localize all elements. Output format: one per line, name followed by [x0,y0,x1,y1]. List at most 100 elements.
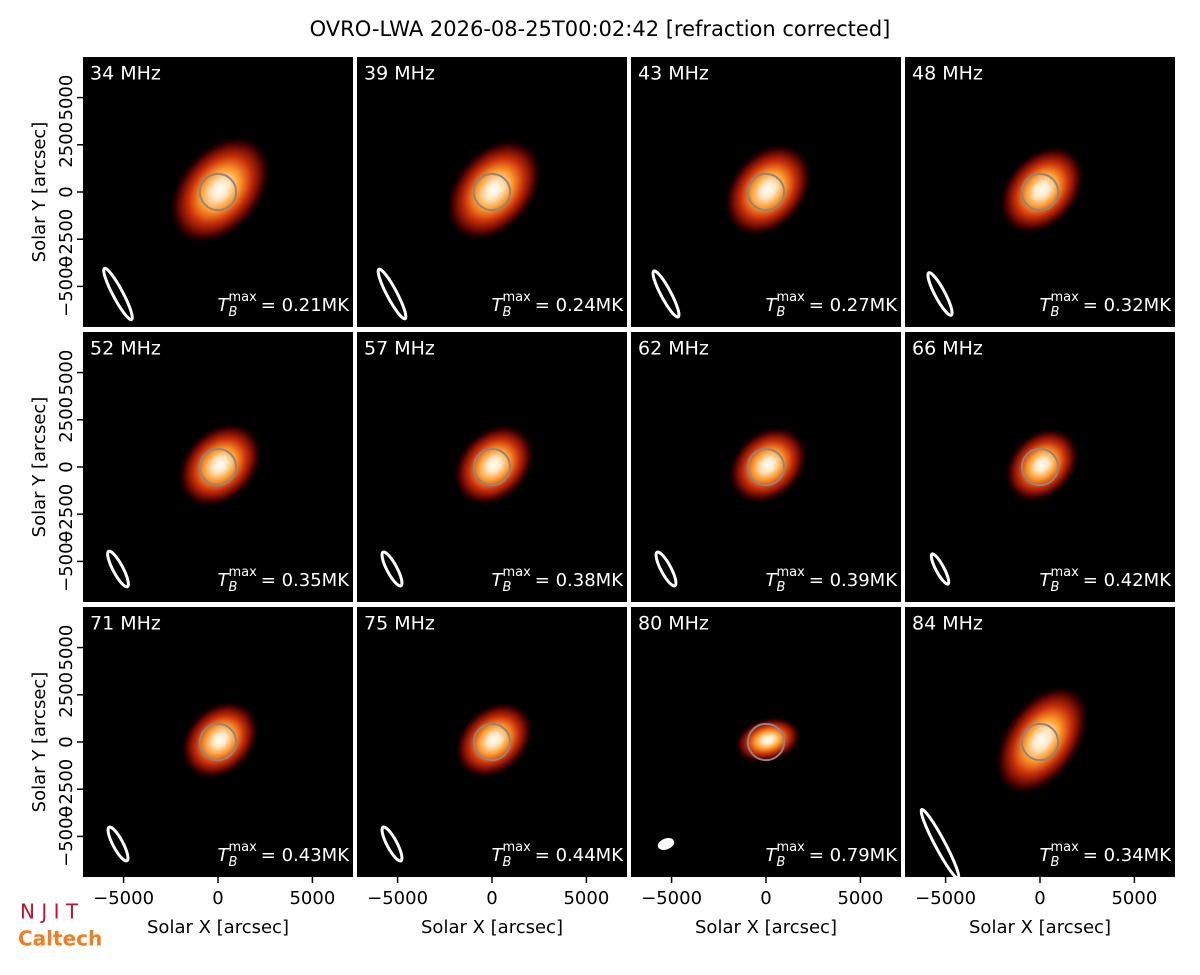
x-axis-label: Solar X [arcsec] [969,917,1111,938]
y-axis-label: Solar Y [arcsec] [29,397,50,538]
tmax-label: TBmax = 0.34MK [1040,840,1173,870]
image [106,700,260,863]
tmax-sub: B [229,580,238,595]
emission [445,138,543,242]
image [102,135,272,322]
solar-disk [1020,172,1060,212]
panel: 80 MHz TBmax = 0.79MK [631,607,901,877]
y-tick-label: −2500 [56,484,77,545]
solar-disk [746,447,786,487]
tmax-label: TBmax = 0.42MK [1040,565,1173,595]
y-tick-label: 0 [56,186,77,197]
y-tick-label: −5000 [56,531,77,592]
tmax-sup: max [776,840,805,855]
y-tick-label: 2500 [56,122,77,168]
tmax-sup: max [776,565,805,580]
tmax-symbol: T [492,570,505,591]
tmax-label: TBmax = 0.79MK [766,840,899,870]
tmax-value: = 0.35MK [261,570,350,591]
tmax-symbol: T [1040,570,1053,591]
beam [106,549,130,589]
x-tick-label: 5000 [1111,888,1157,909]
panel: 62 MHz TBmax = 0.39MK [631,332,901,602]
frequency-label: 62 MHz [638,338,709,360]
beam [926,271,954,317]
x-tick-label: 5000 [289,888,335,909]
tmax-label: TBmax = 0.39MK [766,565,899,595]
tmax-label: TBmax = 0.38MK [492,565,625,595]
tmax-sup: max [1050,290,1079,305]
emission [453,424,535,506]
tmax-sub: B [1051,305,1060,320]
emission [1004,427,1080,503]
beam [657,838,675,850]
solar-disk [198,172,238,212]
x-tick-label: 0 [760,888,771,909]
tmax-sup: max [228,290,257,305]
image [654,426,808,588]
frequency-label: 52 MHz [90,338,161,360]
tmax-symbol: T [492,295,505,316]
solar-disk [198,447,238,487]
panel: 43 MHz TBmax = 0.27MK [631,57,901,327]
x-tick-label: −5000 [93,888,154,909]
panel: 52 MHz TBmax = 0.35MK [83,332,353,602]
tmax-symbol: T [1040,295,1053,316]
tmax-label: TBmax = 0.32MK [1040,290,1173,320]
tmax-value: = 0.27MK [809,295,898,316]
x-tick-label: −5000 [915,888,976,909]
tmax-label: TBmax = 0.27MK [766,290,899,320]
solar-disk [746,722,786,762]
frequency-label: 66 MHz [912,338,983,360]
y-tick-label: −2500 [56,209,77,270]
x-axis-label: Solar X [arcsec] [147,917,289,938]
tmax-symbol: T [766,295,779,316]
beam [380,825,404,863]
tmax-symbol: T [766,570,779,591]
beam [380,550,404,588]
frequency-label: 57 MHz [364,338,435,360]
image [380,424,535,588]
tmax-value: = 0.43MK [261,845,350,866]
tmax-sub: B [777,305,786,320]
tmax-sup: max [228,840,257,855]
tmax-symbol: T [492,845,505,866]
solar-disk [472,172,512,212]
tmax-sup: max [502,565,531,580]
x-tick-label: −5000 [641,888,702,909]
tmax-sub: B [229,855,238,870]
frequency-label: 84 MHz [912,613,983,635]
x-tick-label: 0 [486,888,497,909]
x-axis-label: Solar X [arcsec] [695,917,837,938]
tmax-value: = 0.79MK [809,845,898,866]
image [929,427,1080,586]
beam [651,269,681,319]
image [380,701,534,863]
emission [180,700,260,780]
x-axis-label: Solar X [arcsec] [421,917,563,938]
tmax-label: TBmax = 0.44MK [492,840,625,870]
tmax-sup: max [502,290,531,305]
solar-disk [1020,447,1060,487]
beam [376,267,408,321]
tmax-symbol: T [218,845,231,866]
solar-disk [472,447,512,487]
logo: N J I T [20,900,79,924]
frequency-label: 39 MHz [364,63,435,85]
tmax-sub: B [777,855,786,870]
beam [654,550,678,588]
solar-disk [1020,722,1060,762]
emission [454,701,534,779]
solar-disk [198,722,238,762]
panel: 57 MHz TBmax = 0.38MK [357,332,627,602]
emission [168,135,272,245]
tmax-sup: max [228,565,257,580]
tmax-sub: B [503,855,512,870]
tmax-label: TBmax = 0.35MK [218,565,351,595]
beam [929,552,951,586]
tmax-sup: max [776,290,805,305]
y-tick-label: −2500 [56,759,77,820]
frequency-label: 80 MHz [638,613,709,635]
